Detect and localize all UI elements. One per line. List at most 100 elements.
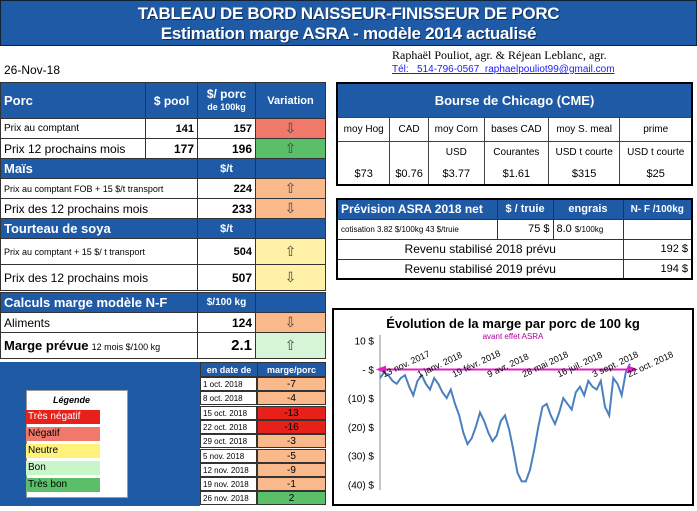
col-date: en date de <box>200 362 258 377</box>
porc-table: Porc $ pool $/ porc de 100kg Variation Pr… <box>0 82 326 159</box>
col-marge: marge/porc <box>257 362 326 377</box>
history-date: 19 nov. 2018 <box>200 477 257 492</box>
calcul-table: Calculs marge modèle N-F $/100 kg Alimen… <box>0 292 326 359</box>
porc-row: Prix 12 prochains mois 177 196 ⇧ <box>0 138 326 159</box>
y-tick-label: - $ <box>362 365 374 376</box>
calcul-unit: $/100 kg <box>197 292 256 313</box>
marge-row: Marge prévue 12 mois $/100 kg 2.1 ⇧ <box>0 332 326 359</box>
cme-headers: moy Hog CAD moy Corn bases CAD moy S. meal pr… <box>336 116 693 142</box>
history-row: 12 nov. 2018 -9 <box>200 462 326 477</box>
chart-subtitle: avant effet ASRA <box>483 332 544 341</box>
history-row: 1 oct. 2018 -7 <box>200 377 326 391</box>
history-row: 15 oct. 2018 -13 <box>200 405 326 420</box>
down-arrow-icon: ⇩ <box>255 118 326 139</box>
col-pool: $ pool <box>145 82 198 119</box>
mais-title: Maïs <box>0 158 198 179</box>
legend-item: Très bon <box>26 478 100 492</box>
cme-cell <box>389 140 429 163</box>
history-row: 22 oct. 2018 -16 <box>200 419 326 434</box>
up-arrow-icon: ⇧ <box>255 178 326 199</box>
y-tick-label: (30) $ <box>348 452 375 463</box>
dashboard-header: TABLEAU DE BORD NAISSEUR-FINISSEUR DE PO… <box>0 0 697 46</box>
history-value: 2 <box>257 491 326 506</box>
cme-cell: moy Hog <box>336 116 391 142</box>
history-value: -7 <box>257 377 326 391</box>
cme-cell: $73 <box>336 163 391 186</box>
history-date: 29 oct. 2018 <box>200 434 257 449</box>
history-row: 8 oct. 2018 -4 <box>200 391 326 406</box>
cme-cell: USD <box>427 140 485 163</box>
history-date: 12 nov. 2018 <box>200 462 257 477</box>
soya-unit: $/t <box>197 218 256 239</box>
col-engrais: engrais <box>552 198 624 220</box>
cme-values: $73 $0.76 $3.77 $1.61 $315 $25 <box>336 163 693 186</box>
cme-cell <box>336 140 391 163</box>
history-date: 1 oct. 2018 <box>200 377 257 391</box>
legend-item: Négatif <box>26 427 100 441</box>
history-date: 22 oct. 2018 <box>200 419 257 434</box>
down-arrow-icon: ⇩ <box>255 264 326 291</box>
cme-cell: USD t courte <box>547 140 621 163</box>
cme-cell: $0.76 <box>389 163 429 186</box>
mais-unit: $/t <box>197 158 256 179</box>
porc-row: Prix au comptant 141 157 ⇩ <box>0 118 326 139</box>
porc-title: Porc <box>0 82 146 119</box>
cme-cell: $3.77 <box>427 163 485 186</box>
asra-table: Prévision ASRA 2018 net $ / truie engrai… <box>336 198 693 280</box>
report-date: 26-Nov-18 <box>4 63 61 77</box>
soya-row: Prix au comptant + 15 $/ t transport 504… <box>0 238 326 265</box>
marge-value: 2.1 <box>197 332 256 359</box>
chart-title: Évolution de la marge par porc de 100 kg <box>386 316 640 331</box>
history-row: 5 nov. 2018 -5 <box>200 448 326 463</box>
cme-cell: Courantes <box>483 140 549 163</box>
soya-row: Prix des 12 prochains mois 507 ⇩ <box>0 264 326 291</box>
up-arrow-icon: ⇧ <box>255 332 326 359</box>
up-arrow-icon: ⇧ <box>255 138 326 159</box>
dashboard-subtitle: Estimation marge ASRA - modèle 2014 actu… <box>160 24 537 43</box>
history-value: -5 <box>257 448 326 463</box>
tel-label: Tél: <box>392 64 409 75</box>
history-row: 19 nov. 2018 -1 <box>200 477 326 492</box>
legend-item: Neutre <box>26 444 100 458</box>
cme-units: USD Courantes USD t courte USD t courte <box>336 140 693 163</box>
cme-cell: $1.61 <box>483 163 549 186</box>
dashboard-title: TABLEAU DE BORD NAISSEUR-FINISSEUR DE PO… <box>137 4 560 23</box>
contact-line[interactable]: Tél: 514-796-0567 raphaelpouliot99@gmail… <box>392 64 615 75</box>
asra-title: Prévision ASRA 2018 net <box>336 198 498 220</box>
legend-item: Bon <box>26 461 100 475</box>
soya-table: Tourteau de soya $/t Prix au comptant + … <box>0 218 326 291</box>
col-nf: N- F /100kg <box>622 198 693 220</box>
history-row: 29 oct. 2018 -3 <box>200 434 326 449</box>
history-table: en date de marge/porc <box>200 362 326 377</box>
col-porc: $/ porc de 100kg <box>197 82 256 119</box>
history-date: 26 nov. 2018 <box>200 491 257 506</box>
cme-cell: $315 <box>547 163 621 186</box>
authors: Raphaël Pouliot, agr. & Réjean Leblanc, … <box>392 48 607 62</box>
mais-row: Prix au comptant FOB + 15 $/t transport … <box>0 178 326 199</box>
cme-cell: USD t courte <box>619 140 693 163</box>
col-truie: $ / truie <box>496 198 554 220</box>
legend-item: Très négatif <box>26 410 100 424</box>
history-value: -3 <box>257 434 326 449</box>
margin-chart: Évolution de la marge par porc de 100 kg… <box>332 308 694 506</box>
email-link[interactable]: raphaelpouliot99@gmail.com <box>484 64 615 75</box>
history-date: 5 nov. 2018 <box>200 448 257 463</box>
cme-cell: moy Corn <box>427 116 485 142</box>
phone-link[interactable]: 514-796-0567 <box>417 64 480 75</box>
y-tick-label: (10) $ <box>348 394 375 405</box>
history-row: 26 nov. 2018 2 <box>200 491 326 506</box>
history-date: 15 oct. 2018 <box>200 405 257 420</box>
history-value: -9 <box>257 462 326 477</box>
cme-cell: CAD <box>389 116 429 142</box>
margin-chart-svg: Évolution de la marge par porc de 100 kg… <box>348 316 675 491</box>
col-variation: Variation <box>255 82 326 119</box>
cme-title: Bourse de Chicago (CME) <box>336 82 693 118</box>
aliments-row: Aliments 124 ⇩ <box>0 312 326 333</box>
down-arrow-icon: ⇩ <box>255 312 326 333</box>
cme-cell: bases CAD <box>483 116 549 142</box>
history-value: -16 <box>257 419 326 434</box>
mais-table: Maïs $/t Prix au comptant FOB + 15 $/t t… <box>0 158 326 219</box>
calcul-title: Calculs marge modèle N-F <box>0 292 198 313</box>
reference-arrow-right <box>628 365 638 374</box>
mais-row: Prix des 12 prochains mois 233 ⇩ <box>0 198 326 219</box>
